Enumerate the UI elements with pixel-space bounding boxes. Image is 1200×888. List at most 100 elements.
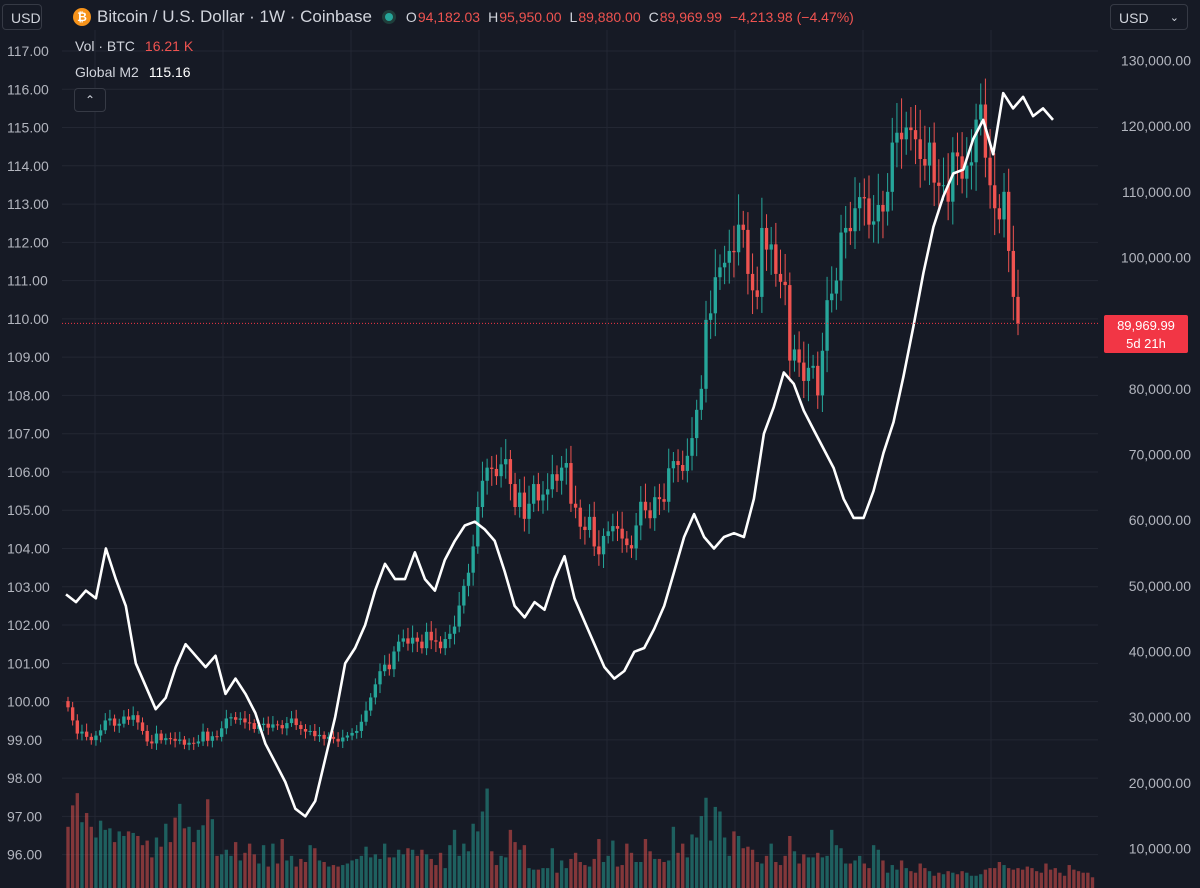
ohlc-values: O 94,182.03 H 95,950.00 L 89,880.00 C 89,969… xyxy=(406,9,862,25)
volume-bar xyxy=(951,872,955,888)
candle-body xyxy=(718,267,722,278)
volume-bar xyxy=(392,857,396,888)
volume-bar xyxy=(140,845,145,888)
left-axis-tick-label: 112.00 xyxy=(7,234,49,250)
candle-body xyxy=(466,572,471,586)
volume-bar xyxy=(545,868,550,888)
left-axis-tick-label: 96.00 xyxy=(7,847,42,863)
candle-body xyxy=(294,718,298,726)
open-label: O xyxy=(405,9,417,25)
global-m2-label: Global M2 xyxy=(75,64,139,80)
volume-bar xyxy=(196,829,201,888)
left-axis: 117.00 116.00 115.00 114.00 113.00 112.00 111.… xyxy=(7,43,50,863)
right-axis-currency-dropdown[interactable]: USD ⌄ xyxy=(1110,4,1188,30)
collapse-legend-button[interactable]: ⌃ xyxy=(74,88,106,112)
symbol-title[interactable]: Bitcoin / U.S. Dollar · 1W · Coinbase xyxy=(97,7,372,26)
volume-bar xyxy=(676,852,680,888)
volume-bar xyxy=(736,835,741,888)
volume-bar xyxy=(406,848,410,888)
volume-bar xyxy=(811,857,815,888)
volume-bar xyxy=(1072,869,1076,888)
candle-body xyxy=(220,728,224,737)
global-m2-legend[interactable]: Global M2 115.16 xyxy=(75,64,191,80)
volume-bar xyxy=(778,865,783,888)
candle-body xyxy=(871,221,876,225)
volume-bar xyxy=(243,852,247,888)
candle-body xyxy=(909,127,913,131)
candle-body xyxy=(578,507,582,527)
volume-bar xyxy=(164,823,168,888)
volume-bar xyxy=(834,845,839,888)
volume-bar xyxy=(313,848,317,888)
candle-body xyxy=(513,484,517,508)
left-axis-tick-label: 111.00 xyxy=(7,273,48,289)
volume-bar xyxy=(1020,869,1025,888)
volume-bar xyxy=(532,869,536,888)
volume-bar xyxy=(620,865,624,888)
volume-bar xyxy=(993,868,997,888)
volume-bar xyxy=(704,797,708,888)
candle-body xyxy=(438,641,443,649)
candle-body xyxy=(117,723,121,726)
global-m2-value: 115.16 xyxy=(148,64,191,80)
volume-bar xyxy=(438,852,443,888)
volume-bar xyxy=(639,861,643,888)
volume-bar xyxy=(168,842,173,888)
candle-body xyxy=(420,641,424,649)
candle-body xyxy=(853,208,857,232)
candle-body xyxy=(471,546,475,573)
candle-body xyxy=(387,664,391,670)
candle-body xyxy=(271,724,275,728)
candle-body xyxy=(84,731,89,737)
right-axis-tick-label: 20,000.00 xyxy=(1129,775,1191,791)
volume-bar xyxy=(806,857,811,888)
left-axis-tick-label: 108.00 xyxy=(7,387,50,403)
volume-bar xyxy=(322,861,326,888)
volume-bar xyxy=(420,849,424,888)
volume-bar xyxy=(1039,872,1043,888)
volume-bar xyxy=(592,858,596,888)
volume-bar xyxy=(587,866,592,888)
volume-bar xyxy=(513,842,517,888)
volume-bar xyxy=(839,848,843,888)
candle-body xyxy=(862,197,866,199)
right-axis-tick-label: 70,000.00 xyxy=(1129,446,1191,462)
volume-bar xyxy=(722,837,727,888)
candle-body xyxy=(303,728,308,732)
volume-bar xyxy=(895,869,899,888)
volume-bar xyxy=(285,860,289,888)
volume-legend[interactable]: Vol · BTC 16.21 K xyxy=(75,38,193,54)
candle-body xyxy=(159,733,163,741)
candle-body xyxy=(755,290,759,297)
volume-bar xyxy=(857,855,862,888)
left-axis-currency-button[interactable]: USD xyxy=(2,4,42,30)
volume-bar xyxy=(797,863,801,888)
volume-bar xyxy=(159,846,163,888)
volume-bar xyxy=(755,861,759,888)
volume-bar xyxy=(541,868,545,888)
candle-body xyxy=(415,637,419,642)
right-axis: 130,000.00 120,000.00 110,000.00 100,000.00… xyxy=(1121,52,1191,856)
candle-body xyxy=(224,718,229,729)
candle-body xyxy=(508,459,513,485)
candle-body xyxy=(820,350,825,396)
left-axis-tick-label: 101.00 xyxy=(7,655,50,671)
volume-bar xyxy=(429,858,433,888)
volume-bar xyxy=(853,860,857,888)
volume-bar xyxy=(1011,869,1016,888)
m2-line-layer xyxy=(65,91,1054,818)
candle-body xyxy=(173,738,177,741)
volume-bar xyxy=(848,863,853,888)
candle-body xyxy=(657,497,662,500)
volume-bar xyxy=(564,868,568,888)
candle-body xyxy=(80,731,84,734)
volume-bar xyxy=(504,857,508,888)
candle-body xyxy=(918,139,922,159)
candle-body xyxy=(830,293,834,301)
live-dot-icon xyxy=(381,10,396,24)
candle-body xyxy=(490,467,494,469)
volume-bar xyxy=(969,875,974,888)
symbol-legend[interactable]: ₿ Bitcoin / U.S. Dollar · 1W · Coinbase … xyxy=(73,5,862,29)
candle-body xyxy=(592,516,596,547)
